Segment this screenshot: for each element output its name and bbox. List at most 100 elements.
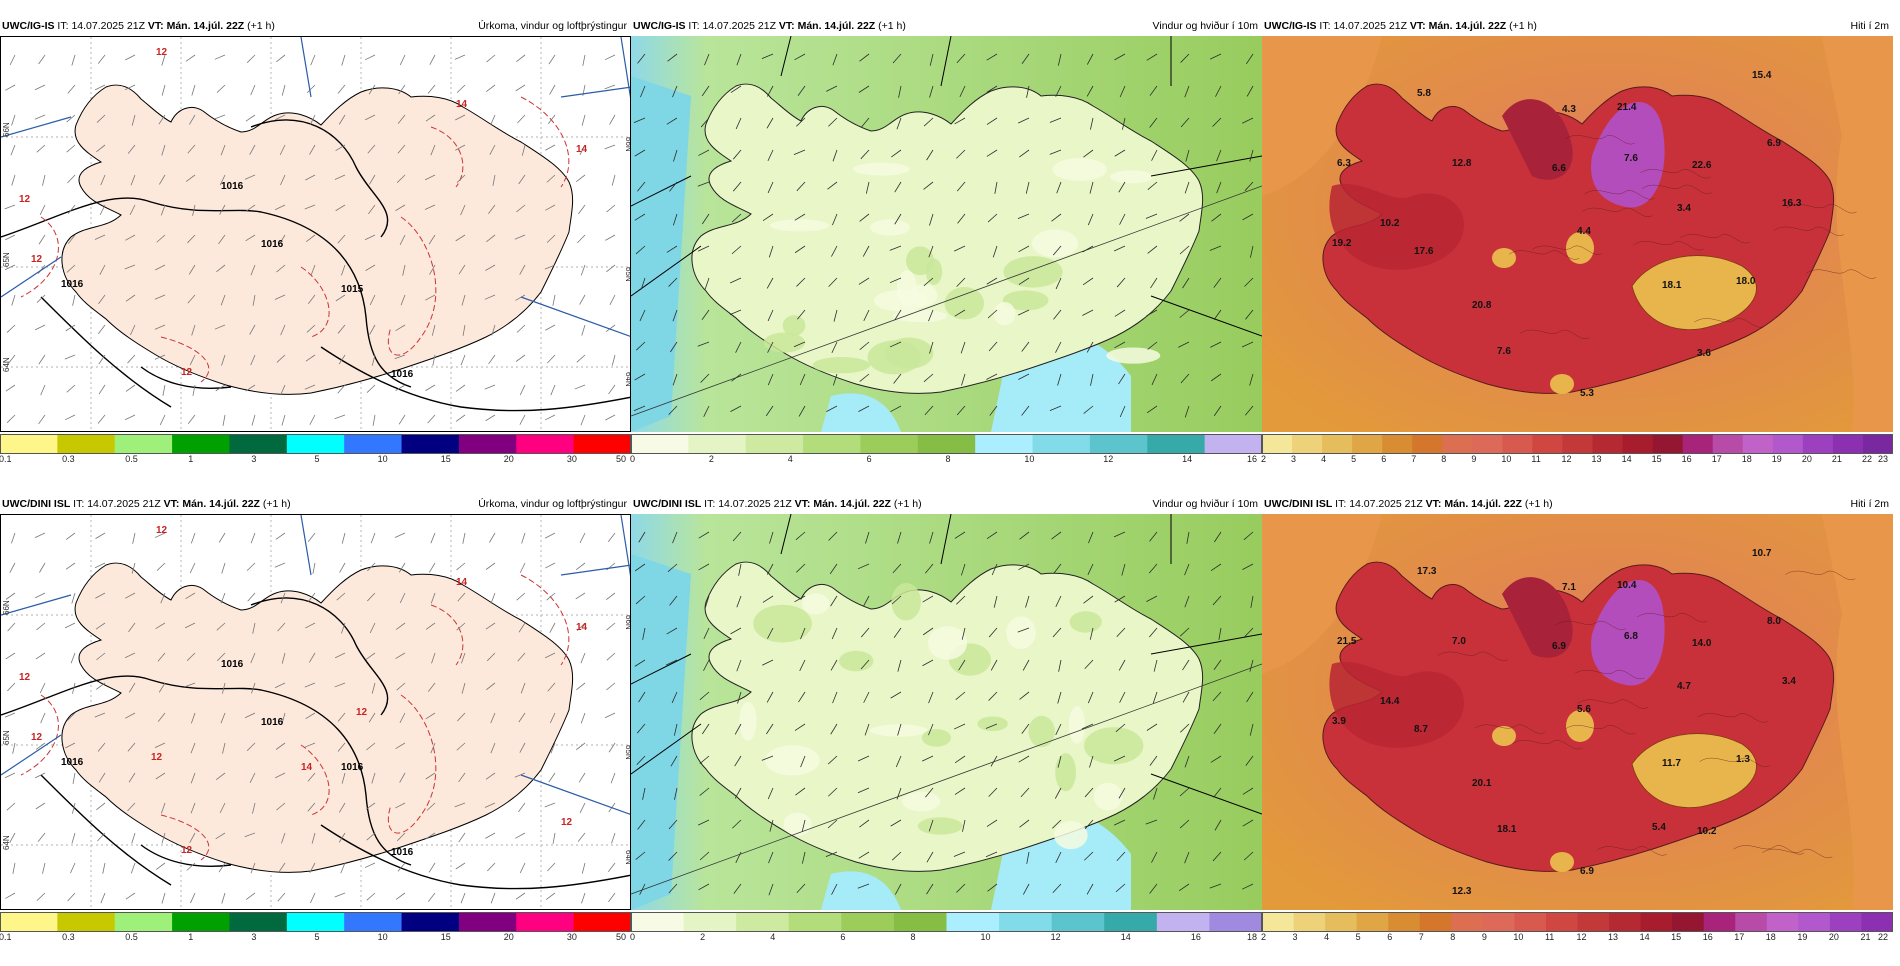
wind-barb xyxy=(829,563,838,575)
wind-barb xyxy=(831,883,838,895)
map-precip[interactable]: 1016 1016 1015 1016 1016 12 14 14 12 12 12 66N 65N 64… xyxy=(0,36,631,432)
wind-barb xyxy=(608,384,616,395)
map-wind[interactable] xyxy=(631,36,1262,432)
wind-barb xyxy=(1052,627,1062,638)
wind-barb xyxy=(1246,85,1254,97)
wind-barb xyxy=(399,54,406,66)
wind-barb xyxy=(1052,819,1062,829)
wind-barb xyxy=(65,562,76,570)
wind-barb xyxy=(214,54,226,60)
wind-barb xyxy=(673,723,678,736)
wind-barb xyxy=(5,384,16,392)
temperature-value-label: 4.4 xyxy=(1577,226,1591,237)
wind-barb xyxy=(1088,531,1094,544)
colorbar-tick-label: 19 xyxy=(1797,932,1808,942)
map-temperature[interactable]: 5.8 4.3 21.4 15.4 6.3 12.8 6.6 7.6 22.6 6.9 10.2 17… xyxy=(1262,36,1893,432)
wind-barb xyxy=(1084,659,1094,669)
wind-barb xyxy=(1152,691,1158,704)
wind-barb xyxy=(859,213,870,222)
wind-barb xyxy=(127,742,136,752)
wind-barb xyxy=(1180,723,1190,733)
wind-barb xyxy=(580,264,586,276)
wind-barb xyxy=(219,204,226,215)
wind-barb xyxy=(456,174,466,183)
wind-barb xyxy=(460,354,466,366)
wind-barb xyxy=(7,622,16,632)
wind-barb xyxy=(666,245,678,253)
colorbar-swatch xyxy=(1325,912,1358,932)
colorbar-swatch xyxy=(458,912,517,932)
wind-barb xyxy=(66,114,76,123)
isobars xyxy=(1,597,630,890)
wind-barb xyxy=(425,114,436,122)
map-temperature[interactable]: 17.3 7.1 10.4 10.7 21.5 7.0 6.9 6.8 14.0 8.0 14.4 8… xyxy=(1262,514,1893,910)
wind-barb xyxy=(635,245,646,255)
wind-barb xyxy=(608,892,616,903)
wind-barb xyxy=(1213,723,1222,734)
wind-barb xyxy=(364,114,376,121)
wind-barb xyxy=(34,114,46,120)
colorbar-frame xyxy=(0,912,631,932)
wind-barb xyxy=(518,174,526,185)
colorbar-swatch xyxy=(1798,912,1831,932)
map-wind[interactable] xyxy=(631,514,1262,910)
wind-barb xyxy=(245,114,256,122)
wind-barb xyxy=(1113,531,1126,538)
wind-barb xyxy=(894,309,902,321)
it-label: IT: xyxy=(1319,20,1331,32)
wind-barb xyxy=(698,531,710,539)
wind-barb xyxy=(1216,181,1222,194)
wind-barb xyxy=(858,405,870,412)
wind-barb xyxy=(736,659,742,672)
colorbar-tick-label: 16 xyxy=(1190,932,1201,942)
wind-barb xyxy=(218,234,226,245)
wind-barb xyxy=(339,562,346,573)
wind-barb xyxy=(516,592,526,601)
map-precip[interactable]: 1016 1016 1016 1016 1016 12 14 14 12 12 12 12 12 14 12… xyxy=(0,514,631,910)
wind-barb xyxy=(96,802,106,811)
wind-barb xyxy=(221,354,226,366)
wind-barb xyxy=(1114,149,1126,157)
wind-barb xyxy=(370,532,376,544)
wind-barb xyxy=(246,54,256,63)
latitude-label: 64N xyxy=(624,372,631,387)
wind-barb xyxy=(1018,277,1030,285)
wind-barb xyxy=(795,787,806,796)
colorbar-tick-label: 4 xyxy=(1324,932,1330,942)
isotherm-line xyxy=(1637,613,1708,623)
wind-barb xyxy=(365,264,376,271)
colorbar-tick-label: 3 xyxy=(1292,932,1298,942)
wind-barb xyxy=(9,562,16,573)
wind-barb xyxy=(579,294,586,305)
isotherm-line xyxy=(1699,757,1770,768)
wind-barb xyxy=(548,54,556,65)
wind-barb xyxy=(1210,341,1222,348)
wind-barb xyxy=(124,652,136,659)
wind-barb xyxy=(697,341,710,347)
wind-barb xyxy=(274,204,286,211)
wind-barb xyxy=(67,84,76,94)
wind-barb xyxy=(1212,691,1222,702)
colorbar-swatch xyxy=(860,434,919,454)
wind-barb xyxy=(796,117,806,127)
wind-barb xyxy=(191,84,196,96)
wind-barb xyxy=(1213,277,1222,288)
wind-barb xyxy=(1055,341,1062,353)
wind-barb xyxy=(734,755,742,767)
wind-barb xyxy=(1053,309,1062,320)
wind-barb xyxy=(793,341,806,348)
wind-barb xyxy=(341,532,346,544)
wind-barb xyxy=(281,84,286,96)
temperature-value-label: 8.0 xyxy=(1767,616,1781,627)
precip-label: 14 xyxy=(456,577,468,588)
wind-barb xyxy=(1020,787,1030,798)
wind-barb xyxy=(863,309,870,321)
wind-barb xyxy=(514,234,526,240)
sea-temperature-band xyxy=(1262,514,1382,674)
wind-barb xyxy=(218,532,226,543)
colorbar-tick-label: 15 xyxy=(1671,932,1682,942)
temperature-value-label: 12.8 xyxy=(1452,158,1472,169)
wind-barb xyxy=(991,563,998,576)
wind-barb xyxy=(1249,245,1254,258)
it-label: IT: xyxy=(704,498,716,510)
